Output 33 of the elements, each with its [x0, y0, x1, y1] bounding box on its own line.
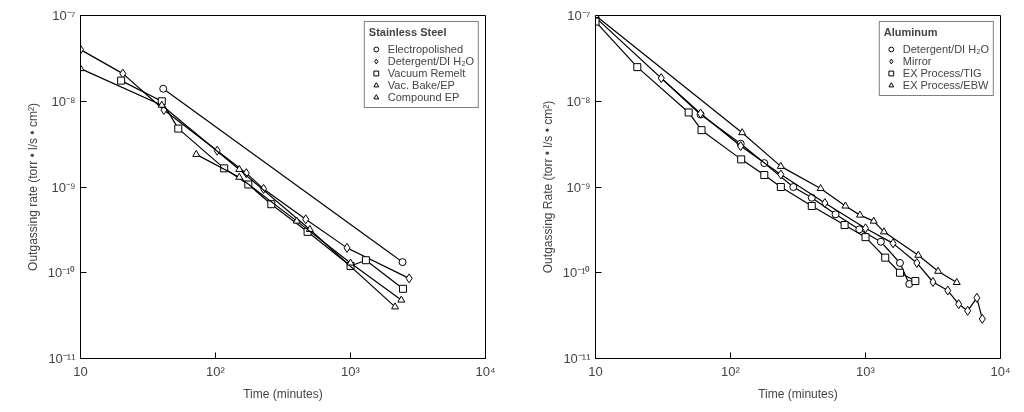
y-tick-label: 10⁻¹¹ — [48, 351, 77, 366]
x-tick-label: 10³ — [341, 363, 361, 379]
legend-label: EX Process/TIG — [902, 67, 982, 79]
y-tick-label: 10⁻¹⁰ — [562, 265, 591, 281]
legend-title: Aluminum — [883, 26, 939, 38]
y-axis-title: Outgassing Rate (torr • l/s • cm²) — [540, 100, 555, 274]
x-tick-label: 10³ — [856, 363, 876, 379]
y-tick-label: 10⁻⁸ — [566, 93, 591, 109]
legend-label: Compound EP — [387, 91, 460, 103]
legend-label: Electropolished — [387, 43, 464, 55]
y-tick-label: 10⁻⁸ — [51, 93, 76, 109]
legend-label: EX Process/EBW — [902, 79, 989, 91]
legend-label: Mirror — [902, 55, 932, 67]
x-tick-label: 10 — [73, 363, 88, 379]
y-tick-label: 10⁻¹⁰ — [47, 265, 76, 281]
x-tick-label: 10² — [206, 363, 226, 379]
x-axis-title: Time (minutes) — [243, 386, 323, 401]
x-tick-label: 10² — [721, 363, 741, 379]
y-tick-label: 10⁻¹¹ — [563, 351, 592, 366]
y-tick-label: 10⁻⁷ — [567, 8, 591, 23]
y-tick-label: 10⁻⁹ — [51, 179, 76, 195]
x-tick-label: 10⁴ — [475, 363, 496, 379]
y-tick-label: 10⁻⁹ — [566, 179, 591, 195]
y-axis-title: Outgassing rate (torr • l/s • cm²) — [25, 103, 40, 271]
x-tick-label: 10⁴ — [990, 363, 1011, 379]
x-axis-title: Time (minutes) — [758, 386, 838, 401]
legend-label: Detergent/DI H₂O — [387, 55, 474, 67]
legend-label: Vacuum Remelt — [387, 67, 466, 79]
legend-label: Detergent/DI H₂O — [902, 43, 989, 55]
y-tick-label: 10⁻⁷ — [52, 8, 76, 23]
legend-label: Vac. Bake/EP — [387, 79, 455, 91]
x-tick-label: 10 — [588, 363, 603, 379]
legend-title: Stainless Steel — [368, 26, 448, 38]
